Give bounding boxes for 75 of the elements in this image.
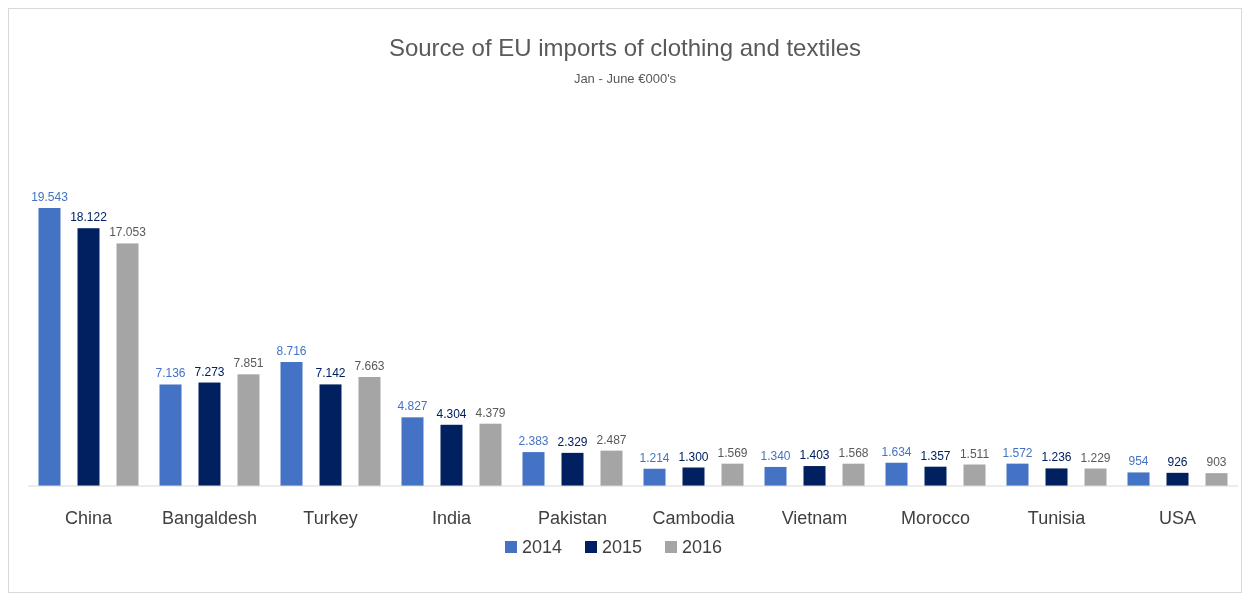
bar	[764, 466, 787, 486]
data-label: 903	[1206, 455, 1227, 470]
data-label: 1.568	[838, 445, 869, 460]
data-label: 1.214	[639, 450, 670, 465]
bar	[358, 376, 381, 486]
data-label: 4.379	[475, 405, 506, 420]
bar	[1045, 468, 1068, 486]
data-label: 18.122	[70, 210, 108, 225]
bar	[600, 450, 623, 486]
data-label: 7.851	[233, 356, 264, 371]
data-label: 1.229	[1080, 450, 1111, 465]
data-label: 8.716	[276, 344, 307, 359]
x-tick-label: Pakistan	[537, 508, 608, 528]
bar	[803, 466, 826, 486]
data-label: 2.383	[518, 434, 549, 449]
bar	[963, 464, 986, 486]
x-tick-label: Bangaldesh	[161, 508, 258, 528]
data-label: 17.053	[109, 225, 147, 240]
x-tick-label: Tunisia	[1027, 508, 1087, 528]
x-tick-label: Turkey	[303, 508, 358, 528]
x-tick-label: USA	[1158, 508, 1197, 528]
bar	[237, 374, 260, 486]
bar	[440, 424, 463, 486]
bar	[561, 452, 584, 486]
bar	[643, 468, 666, 486]
data-label: 4.827	[397, 399, 428, 414]
x-tick-label: Cambodia	[652, 508, 736, 528]
data-label: 926	[1167, 454, 1188, 469]
chart-subtitle: Jan - June €000's	[573, 71, 677, 86]
bar	[1166, 472, 1189, 486]
bar	[682, 467, 705, 486]
data-label: 2.329	[557, 434, 588, 449]
bar	[1205, 473, 1228, 486]
bar	[280, 362, 303, 486]
data-label: 1.569	[717, 445, 748, 460]
data-label: 1.340	[760, 448, 791, 463]
data-label: 2.487	[596, 432, 627, 447]
data-label: 1.403	[799, 448, 830, 463]
data-label: 1.634	[881, 444, 912, 459]
bar	[721, 463, 744, 486]
x-tick-label: Morocco	[900, 508, 971, 528]
data-label: 7.142	[315, 366, 346, 381]
bar	[1127, 472, 1150, 486]
bar	[924, 466, 947, 486]
bar	[522, 452, 545, 486]
legend-label: 2015	[602, 537, 643, 557]
data-label: 1.511	[959, 446, 990, 461]
data-label: 7.273	[194, 364, 225, 379]
bar	[116, 243, 139, 486]
data-label: 7.136	[155, 366, 186, 381]
data-label: 4.304	[436, 406, 467, 421]
bar	[1084, 468, 1107, 486]
x-tick-label: Vietnam	[781, 508, 848, 528]
bar	[198, 382, 221, 486]
legend-label: 2016	[682, 537, 723, 557]
data-label: 1.357	[920, 448, 951, 463]
bar	[885, 462, 908, 486]
data-label: 7.663	[354, 358, 385, 373]
x-tick-label: India	[431, 508, 472, 528]
data-label: 19.543	[31, 190, 69, 204]
bar	[1006, 463, 1029, 486]
data-label: 954	[1128, 454, 1149, 469]
data-label: 1.300	[678, 449, 709, 464]
x-tick-label: China	[64, 508, 113, 528]
bar	[319, 384, 342, 486]
bar	[77, 228, 100, 486]
bar	[479, 423, 502, 486]
bar	[159, 384, 182, 486]
data-label: 1.236	[1041, 450, 1072, 465]
bar	[401, 417, 424, 486]
bar	[842, 463, 865, 486]
chart-title: Source of EU imports of clothing and textiles	[388, 34, 862, 61]
data-label: 1.572	[1002, 445, 1033, 460]
bar	[38, 208, 61, 486]
legend-label: 2014	[522, 537, 563, 557]
